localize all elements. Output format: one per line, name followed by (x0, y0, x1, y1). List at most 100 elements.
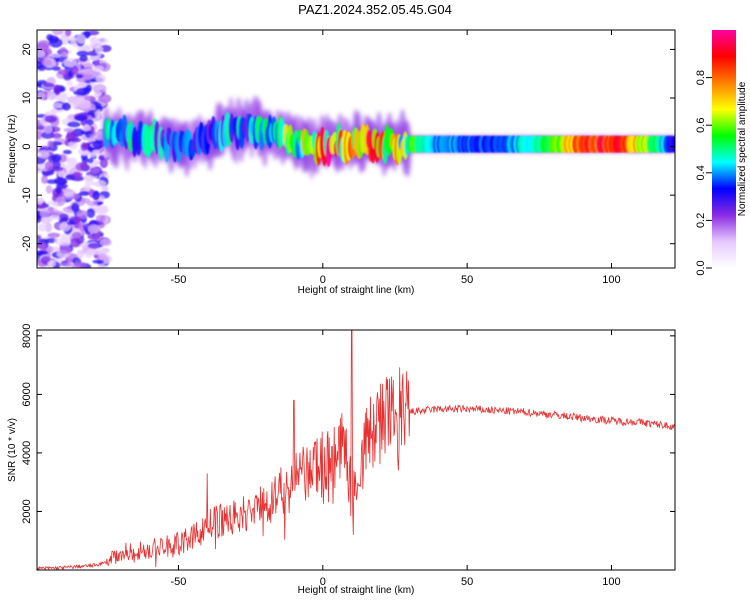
noise-blob (66, 80, 73, 87)
snr-y-ticks: 2000 4000 6000 8000 (21, 324, 675, 524)
noise-blob (44, 161, 54, 172)
x-tick-label: -50 (171, 576, 187, 588)
noise-blob (48, 37, 63, 48)
noise-blob (85, 119, 94, 126)
noise-blob (77, 81, 87, 87)
y-tick-label: 20 (21, 43, 33, 55)
noise-blob (80, 142, 88, 152)
noise-blob (60, 237, 71, 247)
snr-frame (36, 329, 676, 571)
noise-blob (52, 160, 61, 170)
noise-blob (50, 133, 62, 139)
spectrogram-y-ticks: -20 -10 0 10 20 (21, 43, 675, 252)
noise-blob (77, 100, 92, 110)
noise-blob (95, 214, 106, 222)
noise-blob (47, 232, 61, 238)
noise-blob (63, 127, 75, 133)
snr-series-line (37, 330, 675, 570)
noise-blob (81, 125, 91, 132)
snr-x-axis-label: Height of straight line (km) (298, 585, 415, 596)
noise-blob (59, 262, 73, 267)
noise-blob (76, 33, 86, 44)
noise-blob (81, 151, 92, 156)
spectrogram-panel: -50 0 50 100 -20 -10 0 10 20 Height of straight… (7, 29, 676, 296)
noise-blob (51, 66, 61, 71)
noise-blob (55, 183, 68, 189)
noise-blob (84, 95, 96, 101)
noise-blob (41, 175, 48, 184)
snr-y-axis-label: SNR (10 * v/v) (7, 418, 18, 482)
y-tick-label: -10 (21, 187, 33, 203)
noise-blob (43, 82, 55, 88)
noise-blob (59, 213, 69, 220)
noise-blob (57, 69, 71, 76)
noise-blob (37, 223, 47, 232)
noise-blob (94, 45, 103, 55)
colorbar-tick-label: 0.2 (695, 213, 707, 228)
noise-blob (76, 50, 89, 57)
noise-blob (64, 30, 72, 37)
noise-blob (71, 171, 82, 180)
noise-blob (55, 196, 66, 206)
colorbar-tick-label: 0.8 (695, 70, 707, 85)
spectrogram-x-ticks: -50 0 50 100 (171, 30, 621, 286)
x-tick-label: 50 (461, 576, 473, 588)
noise-blob (81, 156, 89, 164)
noise-blob (37, 242, 47, 250)
noise-blob (50, 210, 64, 216)
snr-background (37, 330, 675, 570)
noise-blob (92, 140, 106, 149)
y-tick-label: 4000 (21, 441, 33, 465)
noise-blob (87, 242, 102, 249)
noise-blob (51, 153, 62, 162)
noise-blob (95, 180, 107, 188)
noise-blob (37, 40, 51, 49)
noise-blob (65, 134, 74, 140)
noise-blob (76, 249, 84, 260)
noise-blob (46, 91, 57, 101)
noise-blob (71, 202, 80, 213)
noise-blob (55, 186, 62, 195)
noise-blob (37, 149, 50, 159)
noise-blob (73, 216, 82, 224)
colorbar-ticks: 0.0 0.2 0.4 0.6 0.8 (695, 70, 712, 276)
noise-blob (67, 36, 76, 42)
noise-blob (99, 158, 108, 169)
noise-blob (44, 115, 57, 123)
noise-blob (56, 178, 68, 185)
x-tick-label: 0 (320, 576, 326, 588)
x-tick-label: 100 (602, 274, 620, 286)
noise-blob (37, 49, 46, 58)
y-tick-label: 8000 (21, 324, 33, 348)
noise-blob (84, 183, 91, 192)
noise-blob (41, 131, 55, 139)
noise-blob (92, 84, 107, 94)
noise-blob (67, 157, 78, 168)
noise-blob (84, 70, 97, 76)
spectrogram-y-axis-label: Frequency (Hz) (7, 115, 18, 184)
colorbar-tick-label: 0.4 (695, 165, 707, 180)
noise-region (37, 30, 113, 268)
noise-blob (94, 37, 109, 45)
ridge-core-blob (671, 135, 675, 153)
noise-blob (47, 140, 54, 148)
noise-blob (54, 94, 67, 101)
noise-blob (97, 263, 106, 268)
colorbar-tick-label: 0.0 (695, 260, 707, 275)
colorbar-label: Normalized spectral amplitude (737, 81, 748, 216)
noise-blob (87, 158, 94, 164)
noise-blob (92, 259, 105, 264)
noise-blob (74, 114, 88, 122)
noise-blob (79, 55, 88, 62)
x-tick-label: 100 (602, 576, 620, 588)
noise-blob (86, 208, 96, 218)
noise-blob (61, 102, 71, 111)
noise-blob (67, 121, 81, 128)
noise-blob (63, 57, 78, 68)
y-tick-label: 2000 (21, 499, 33, 523)
noise-blob (60, 51, 69, 58)
noise-blob (94, 65, 104, 72)
x-tick-label: 50 (461, 274, 473, 286)
y-tick-label: 0 (21, 144, 33, 150)
